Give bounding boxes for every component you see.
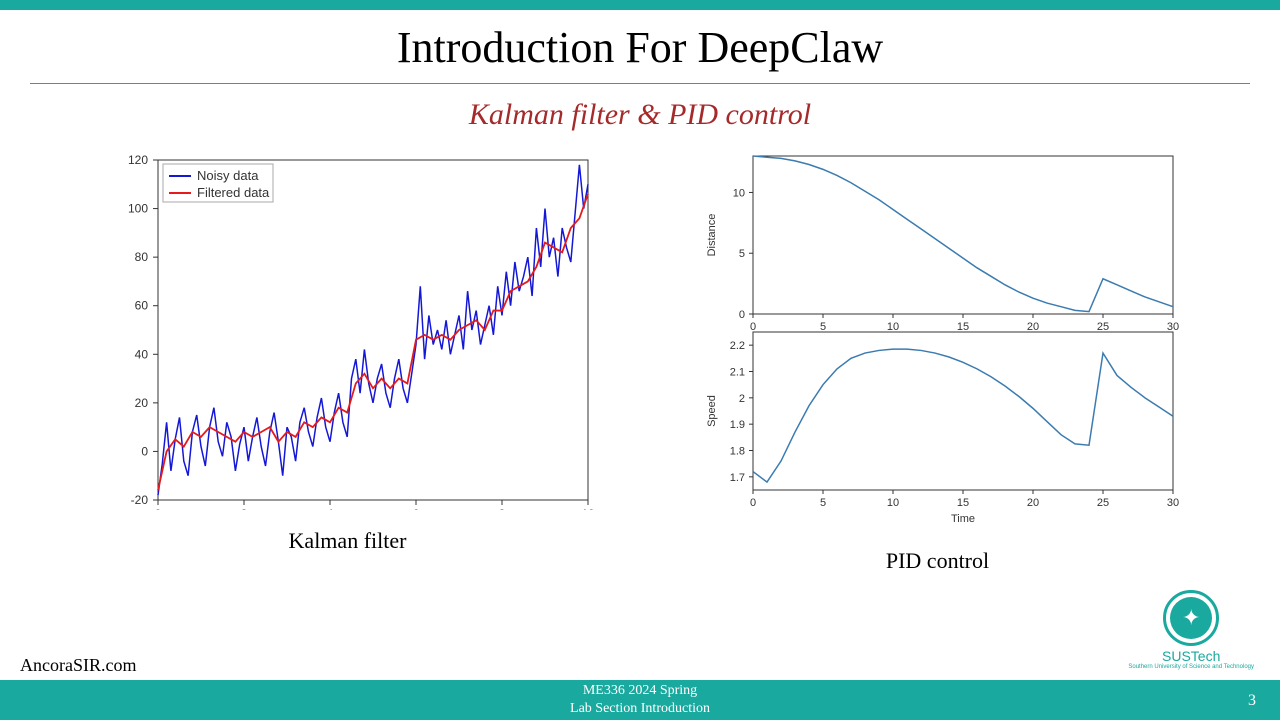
svg-text:4: 4 bbox=[326, 507, 333, 510]
svg-text:Filtered data: Filtered data bbox=[197, 185, 270, 200]
attribution-text: AncoraSIR.com bbox=[20, 655, 136, 676]
svg-text:6: 6 bbox=[412, 507, 419, 510]
svg-text:0: 0 bbox=[154, 507, 161, 510]
page-number: 3 bbox=[1248, 692, 1256, 710]
svg-text:5: 5 bbox=[819, 321, 825, 333]
pid-caption: PID control bbox=[886, 548, 989, 574]
svg-text:10: 10 bbox=[886, 497, 898, 509]
svg-text:Noisy data: Noisy data bbox=[197, 168, 259, 183]
svg-text:1.7: 1.7 bbox=[729, 472, 744, 484]
svg-text:5: 5 bbox=[738, 248, 744, 260]
svg-text:20: 20 bbox=[1026, 497, 1038, 509]
svg-text:2.1: 2.1 bbox=[729, 367, 744, 379]
svg-text:60: 60 bbox=[134, 299, 148, 313]
flame-icon: ✦ bbox=[1170, 597, 1212, 639]
svg-text:1.9: 1.9 bbox=[729, 419, 744, 431]
svg-text:-20: -20 bbox=[130, 493, 148, 507]
svg-text:30: 30 bbox=[1166, 497, 1178, 509]
svg-text:10: 10 bbox=[886, 321, 898, 333]
svg-text:80: 80 bbox=[134, 250, 148, 264]
kalman-chart: 0 2 4 6 8 10 -20 0 20 40 60 80 100 120 Noisy data Filte… bbox=[98, 150, 598, 510]
top-accent-bar bbox=[0, 0, 1280, 10]
pid-column: 0 5 10 15 20 25 30 0 5 10 Distance 0 5 10 15 20 25 30 1.7 1… bbox=[693, 150, 1183, 574]
svg-text:100: 100 bbox=[127, 202, 147, 216]
charts-row: 0246810-20020406080100120Noisy dataFilte… bbox=[0, 150, 1280, 574]
pid-chart: 0 5 10 15 20 25 30 0 5 10 Distance 0 5 10 15 20 25 30 1.7 1… bbox=[693, 150, 1183, 530]
svg-text:0: 0 bbox=[749, 321, 755, 333]
svg-text:2.2: 2.2 bbox=[729, 340, 744, 352]
svg-text:1.8: 1.8 bbox=[729, 446, 744, 458]
svg-text:2: 2 bbox=[738, 393, 744, 405]
logo-subtext: Southern University of Science and Techn… bbox=[1128, 664, 1254, 670]
svg-text:40: 40 bbox=[134, 347, 148, 361]
svg-text:Time: Time bbox=[950, 513, 974, 525]
kalman-caption: Kalman filter bbox=[289, 528, 407, 554]
svg-text:8: 8 bbox=[498, 507, 505, 510]
page-title: Introduction For DeepClaw bbox=[0, 22, 1280, 73]
svg-text:30: 30 bbox=[1166, 321, 1178, 333]
footer-line1: ME336 2024 Spring bbox=[570, 682, 710, 700]
svg-text:Speed: Speed bbox=[706, 395, 718, 427]
svg-text:20: 20 bbox=[1026, 321, 1038, 333]
logo-text: SUSTech bbox=[1128, 648, 1254, 664]
svg-text:15: 15 bbox=[956, 497, 968, 509]
svg-text:10: 10 bbox=[732, 187, 744, 199]
svg-text:25: 25 bbox=[1096, 497, 1108, 509]
subtitle: Kalman filter & PID control bbox=[0, 98, 1280, 132]
sustech-logo: ✦ SUSTech Southern University of Science… bbox=[1128, 590, 1254, 670]
svg-text:25: 25 bbox=[1096, 321, 1108, 333]
title-divider bbox=[30, 83, 1250, 84]
svg-text:20: 20 bbox=[134, 396, 148, 410]
footer-bar: ME336 2024 Spring Lab Section Introducti… bbox=[0, 680, 1280, 720]
svg-text:0: 0 bbox=[141, 444, 148, 458]
svg-text:0: 0 bbox=[738, 309, 744, 321]
svg-text:2: 2 bbox=[240, 507, 247, 510]
footer-line2: Lab Section Introduction bbox=[570, 700, 710, 718]
footer-center: ME336 2024 Spring Lab Section Introducti… bbox=[570, 682, 710, 718]
kalman-column: 0 2 4 6 8 10 -20 0 20 40 60 80 100 120 Noisy data Filte… bbox=[98, 150, 598, 554]
svg-text:0: 0 bbox=[749, 497, 755, 509]
svg-text:15: 15 bbox=[956, 321, 968, 333]
svg-text:5: 5 bbox=[819, 497, 825, 509]
svg-text:120: 120 bbox=[127, 153, 147, 167]
svg-text:Distance: Distance bbox=[706, 214, 718, 257]
svg-text:10: 10 bbox=[581, 507, 595, 510]
logo-ring: ✦ bbox=[1163, 590, 1219, 646]
